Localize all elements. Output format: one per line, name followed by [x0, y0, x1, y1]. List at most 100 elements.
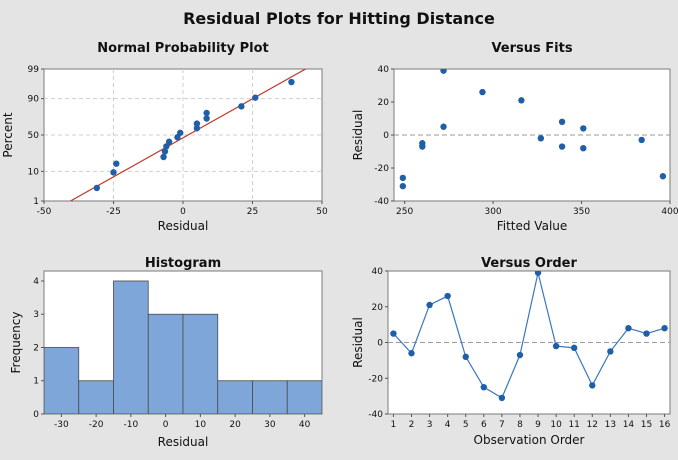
x-tick-label: -25	[106, 207, 121, 217]
y-tick-label: 90	[28, 95, 40, 105]
histogram-bar	[113, 280, 149, 414]
data-point	[607, 348, 614, 355]
data-point	[643, 330, 650, 337]
data-point	[625, 325, 632, 332]
histogram-bar	[252, 380, 288, 414]
data-point	[177, 129, 184, 136]
data-point	[518, 97, 525, 104]
data-point	[537, 135, 545, 142]
y-tick-label: 2	[33, 343, 39, 353]
x-tick-label: 9	[535, 420, 541, 430]
data-point	[589, 382, 596, 389]
data-point	[534, 271, 542, 276]
x-tick-label: 5	[463, 420, 469, 430]
y-tick-label: 99	[28, 65, 40, 75]
x-tick-label: 50	[316, 207, 328, 217]
x-tick-label: 1	[391, 420, 397, 430]
x-tick-label: 250	[396, 207, 413, 217]
y-tick-label: 20	[372, 303, 384, 313]
data-point	[479, 88, 486, 96]
marks	[69, 69, 307, 201]
x-tick-label: 2	[409, 420, 415, 430]
data-point	[580, 125, 587, 132]
histogram-bar	[78, 380, 114, 414]
data-point	[390, 330, 397, 337]
data-point	[288, 78, 295, 86]
histogram-bar	[182, 313, 219, 414]
x-tick-label: 3	[427, 420, 433, 430]
x-tick-label: 350	[573, 207, 590, 217]
x-tick-label: 13	[605, 420, 616, 430]
data-point	[419, 140, 426, 147]
y-tick-label: -40	[374, 197, 389, 207]
data-point	[661, 325, 668, 332]
x-tick-label: 400	[661, 207, 678, 217]
data-point	[659, 173, 667, 180]
x-tick-label: 6	[481, 420, 487, 430]
x-tick-label: 10	[550, 420, 562, 430]
data-point	[638, 136, 645, 144]
data-point	[444, 292, 451, 300]
x-tick-label: 300	[484, 207, 501, 217]
y-tick-label: 4	[33, 277, 39, 287]
data-point	[160, 153, 167, 161]
panel-title: Normal Probability Plot	[97, 41, 269, 56]
x-axis-label: Observation Order	[474, 433, 585, 447]
series-line	[392, 272, 665, 399]
data-point	[552, 342, 560, 350]
data-point	[440, 123, 447, 130]
panel-title: Histogram	[145, 256, 221, 271]
x-tick-label: 0	[180, 207, 186, 217]
x-tick-label: -30	[54, 420, 69, 430]
data-point	[558, 118, 566, 126]
x-tick-label: 0	[163, 420, 169, 430]
x-tick-label: 14	[623, 420, 635, 430]
fit-line	[69, 69, 307, 201]
x-axis-label: Fitted Value	[497, 219, 568, 233]
panel-fits: Versus Fits Fitted Value Residual 250 300 350…	[351, 41, 678, 233]
data-point	[498, 394, 506, 402]
y-tick-label: 1	[33, 197, 39, 207]
data-point	[238, 103, 245, 110]
data-point	[440, 69, 447, 74]
marks	[399, 69, 667, 190]
y-axis-label: Residual	[351, 317, 365, 368]
x-tick-label: 15	[641, 420, 652, 430]
data-point	[163, 143, 170, 150]
data-point	[203, 115, 210, 122]
data-point	[570, 344, 578, 352]
y-tick-label: 50	[28, 131, 40, 141]
x-tick-label: -50	[37, 207, 52, 217]
y-axis-label: Frequency	[9, 312, 23, 374]
x-tick-label: 40	[299, 420, 311, 430]
y-tick-label: 40	[378, 65, 390, 75]
figure-title: Residual Plots for Hitting Distance	[183, 9, 495, 28]
x-tick-label: 7	[499, 420, 505, 430]
data-point	[558, 143, 566, 150]
histogram-bar	[217, 380, 253, 414]
y-tick-label: -20	[374, 164, 389, 174]
x-tick-label: -10	[124, 420, 139, 430]
y-tick-label: 10	[28, 167, 40, 177]
x-tick-label: -20	[89, 420, 104, 430]
x-tick-label: 10	[195, 420, 207, 430]
histogram-bar	[286, 380, 322, 414]
y-tick-label: 20	[378, 98, 390, 108]
data-point	[399, 182, 407, 190]
data-point	[110, 169, 117, 176]
y-tick-label: 0	[33, 410, 39, 420]
data-point	[516, 351, 524, 359]
data-point	[252, 94, 259, 101]
panel-npp: Normal Probability Plot Residual Percent -5…	[1, 41, 328, 233]
data-point	[203, 109, 210, 117]
y-tick-label: -40	[368, 410, 383, 420]
data-point	[426, 301, 433, 309]
data-point	[161, 148, 169, 155]
x-axis-label: Residual	[158, 435, 209, 449]
data-point	[193, 125, 201, 132]
x-tick-label: 30	[264, 420, 276, 430]
data-point	[480, 383, 488, 391]
y-tick-label: 0	[377, 339, 383, 349]
histogram-bar	[44, 347, 80, 414]
